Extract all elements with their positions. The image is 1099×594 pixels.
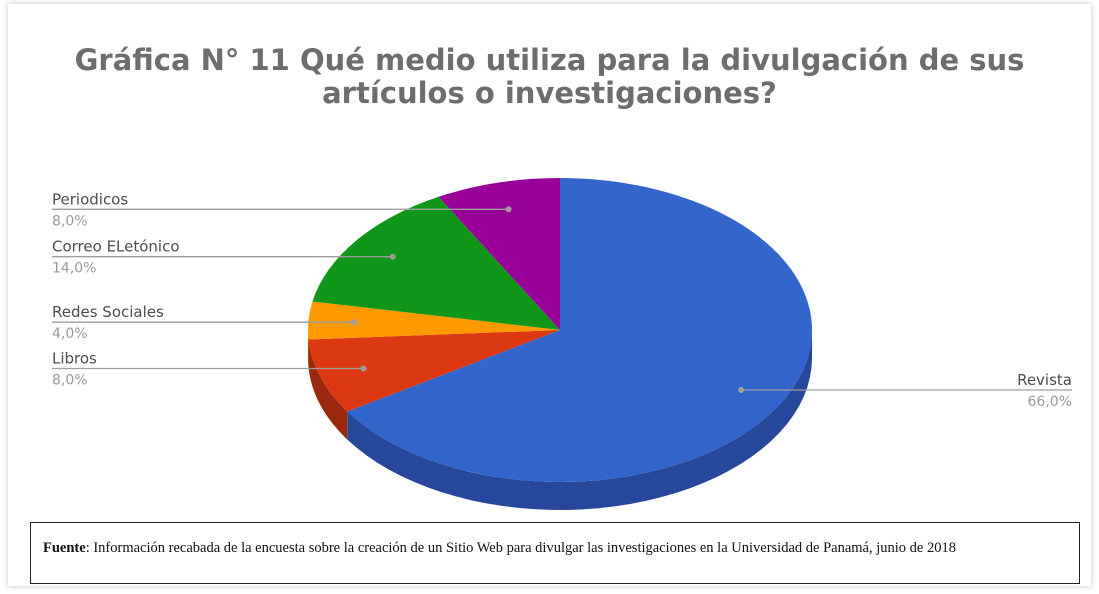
pie-label-periodicos: Periodicos — [52, 190, 128, 208]
pie-leader-dot-libros — [360, 365, 367, 372]
pie-slice-libros — [308, 330, 560, 412]
chart-title: Gráfica N° 11 Qué medio utiliza para la … — [74, 43, 1025, 110]
pie-side-libros — [308, 339, 348, 440]
pie-slice-redes-sociales — [308, 301, 560, 340]
pie-label-correo-elet-nico: Correo ELetónico — [52, 238, 180, 256]
pie-label-libros: Libros — [52, 350, 97, 368]
pie-side-redes-sociales — [308, 330, 309, 368]
pie-leader-dot-revista — [738, 387, 745, 393]
pie-value-redes-sociales: 4,0% — [52, 326, 88, 342]
pie-labels: Revista 66,0% Libros 8,0% Redes Sociales 4,0%… — [52, 190, 1072, 410]
pie-side-revista — [347, 330, 812, 510]
pie-slice-correo-elet-nico — [312, 196, 560, 330]
pie-value-periodicos: 8,0% — [52, 213, 88, 229]
pie-value-libros: 8,0% — [52, 373, 88, 389]
pie-slice-revista — [347, 178, 812, 482]
pie-label-redes-sociales: Redes Sociales — [52, 303, 164, 321]
source-text: : Información recabada de la encuesta so… — [85, 540, 956, 556]
source-note: Fuente: Información recabada de la encue… — [30, 522, 1080, 584]
pie-leader-dot-redes-sociales — [350, 319, 357, 326]
pie-side-walls — [308, 330, 812, 510]
pie-leader-dot-correo-elet-nico — [389, 253, 396, 260]
pie-label-revista: Revista — [1017, 371, 1072, 389]
pie-slice-periodicos — [438, 178, 560, 330]
pie-value-revista: 66,0% — [1028, 394, 1072, 410]
pie-value-correo-elet-nico: 14,0% — [52, 261, 96, 277]
pie-leader-dot-periodicos — [505, 206, 512, 213]
source-label: Fuente — [43, 540, 86, 556]
pie-slices — [308, 178, 812, 482]
